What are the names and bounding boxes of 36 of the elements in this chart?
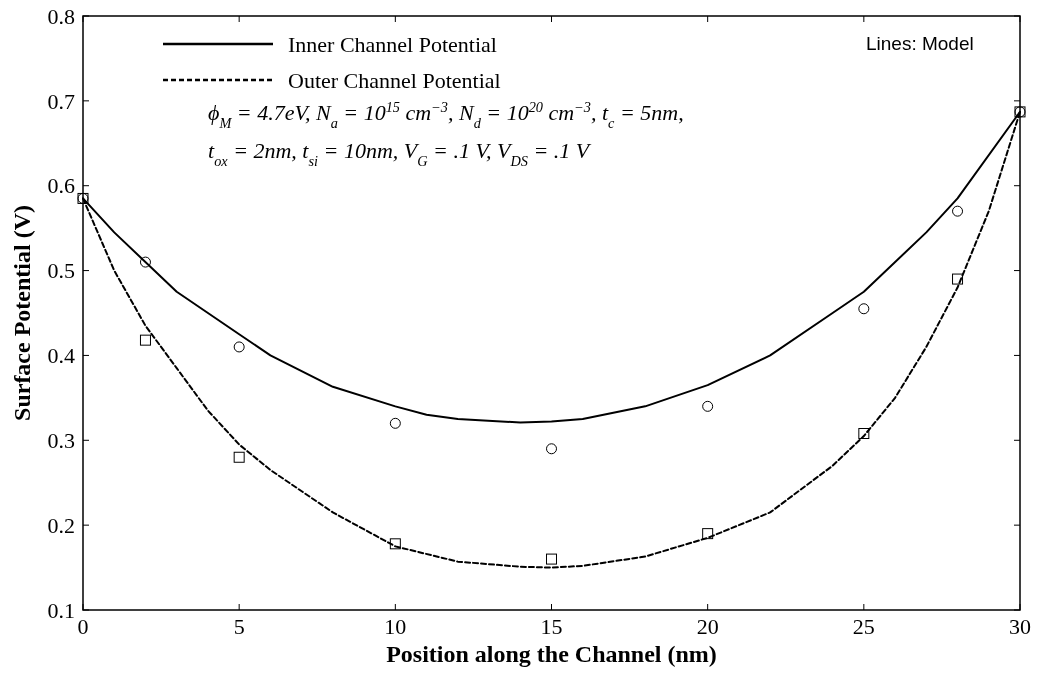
legend-label: Inner Channel Potential <box>288 31 497 57</box>
y-tick-label: 0.2 <box>47 512 75 538</box>
point <box>389 417 401 429</box>
point <box>233 341 245 353</box>
annotation: Lines: Model <box>866 33 974 54</box>
y-tick-label: 0.4 <box>47 343 75 369</box>
text: t$_{ox}$ = 2nm, t$_{si}$ = 10nm, V$_{G}$ = .1 V, V$_{DS}$ = .1 V <box>208 138 590 169</box>
point <box>702 400 714 412</box>
point <box>858 428 870 439</box>
y-tick-label: 0.6 <box>47 173 75 199</box>
y-tick-label: 0.5 <box>47 258 75 284</box>
point <box>952 273 964 285</box>
point <box>139 334 151 346</box>
point <box>702 528 714 540</box>
x-tick-label: 0 <box>77 614 89 639</box>
point <box>546 553 557 565</box>
y-tick-label: 0.7 <box>47 88 75 114</box>
x-tick-label: 15 <box>540 614 563 639</box>
point <box>233 451 245 463</box>
y-axis-title: Surface Potential (V) <box>9 205 35 421</box>
point <box>952 205 964 217</box>
point <box>389 538 401 550</box>
point <box>139 256 151 268</box>
x-tick-label: 30 <box>1009 614 1031 639</box>
legend-label: Outer Channel Potential <box>288 67 501 93</box>
x-axis-title: Position along the Channel (nm) <box>386 641 717 667</box>
point <box>546 443 557 455</box>
y-tick-label: 0.8 <box>47 3 75 29</box>
y-tick-label: 0.1 <box>47 597 75 623</box>
y-tick-label: 0.3 <box>47 427 75 453</box>
x-tick-label: 10 <box>384 614 407 639</box>
point <box>858 303 870 315</box>
x-tick-label: 20 <box>696 614 719 639</box>
text: ϕ$_{M}$ = 4.7eV, N$_{a}$ = 10$^{15}$ cm$^{−3}$, N$_{d}$ = 10$^{20}$ cm$^{−3}$, t$_{c}$ = 5nm, <box>208 99 684 131</box>
x-tick-label: 5 <box>233 614 245 639</box>
x-tick-label: 25 <box>852 614 875 639</box>
